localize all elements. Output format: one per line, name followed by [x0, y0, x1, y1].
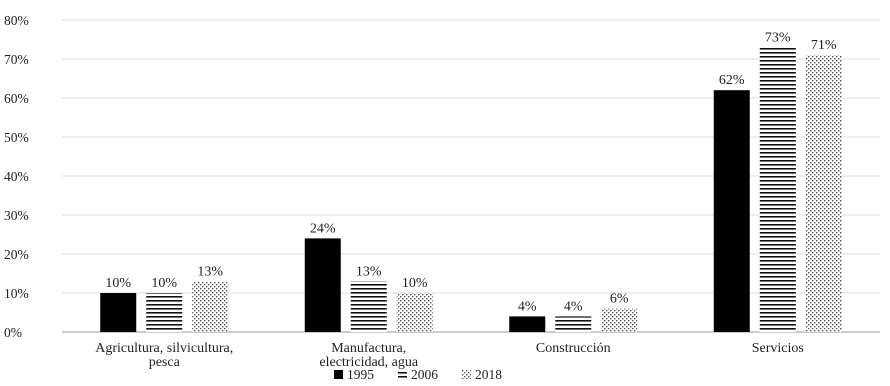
category-label: electricidad, agua	[319, 355, 419, 370]
data-label: 10%	[402, 276, 428, 291]
y-tick-label: 70%	[4, 52, 29, 67]
category-label: pesca	[149, 355, 181, 370]
y-tick-label: 20%	[4, 247, 29, 262]
bars	[100, 47, 842, 333]
data-label: 4%	[564, 299, 583, 314]
data-label: 4%	[518, 299, 537, 314]
bar-1995	[713, 90, 750, 332]
y-tick-label: 60%	[4, 91, 29, 106]
y-tick-label: 0%	[4, 325, 22, 340]
bar-1995	[304, 238, 341, 332]
data-label: 13%	[356, 264, 382, 279]
gridlines	[62, 19, 880, 333]
bar-2006	[759, 47, 796, 333]
data-label: 73%	[765, 30, 791, 45]
category-label: Agricultura, silvicultura,	[95, 341, 233, 356]
legend-label: 2018	[475, 367, 502, 381]
data-label: 62%	[719, 73, 745, 88]
category-labels: Agricultura, silvicultura,pesca Manufactu…	[95, 341, 804, 370]
y-tick-label: 80%	[4, 13, 29, 28]
data-label: 6%	[610, 292, 629, 307]
legend-swatch-2006	[398, 370, 407, 379]
bar-2006	[350, 281, 387, 332]
y-tick-label: 50%	[4, 130, 29, 145]
bar-1995	[509, 316, 546, 332]
data-label: 10%	[105, 276, 131, 291]
data-labels: 10% 10% 13% 24% 13% 10% 4% 4% 6% 62% 73% 71%	[105, 30, 837, 314]
bar-1995	[100, 293, 137, 332]
data-label: 71%	[811, 38, 837, 53]
y-tick-label: 10%	[4, 286, 29, 301]
y-tick-label: 40%	[4, 169, 29, 184]
y-tick-label: 30%	[4, 208, 29, 223]
bar-2018	[192, 281, 229, 332]
legend-swatch-2018	[462, 370, 471, 379]
bar-2018	[601, 308, 638, 332]
legend-label: 1995	[347, 367, 374, 381]
bar-2018	[396, 293, 433, 332]
data-label: 10%	[151, 276, 177, 291]
legend-swatch-1995	[334, 370, 343, 379]
data-label: 24%	[310, 221, 336, 236]
legend-label: 2006	[411, 367, 438, 381]
data-label: 13%	[197, 264, 223, 279]
bar-2006	[555, 316, 592, 332]
bar-2006	[146, 293, 183, 332]
bar-2018	[805, 55, 842, 332]
legend: 1995 2006 2018	[334, 367, 502, 382]
category-label: Manufactura,	[331, 341, 406, 356]
category-label: Servicios	[752, 341, 804, 356]
y-axis-ticks: 0% 10% 20% 30% 40% 50% 60% 70% 80%	[4, 13, 29, 340]
category-label: Construcción	[536, 341, 611, 356]
